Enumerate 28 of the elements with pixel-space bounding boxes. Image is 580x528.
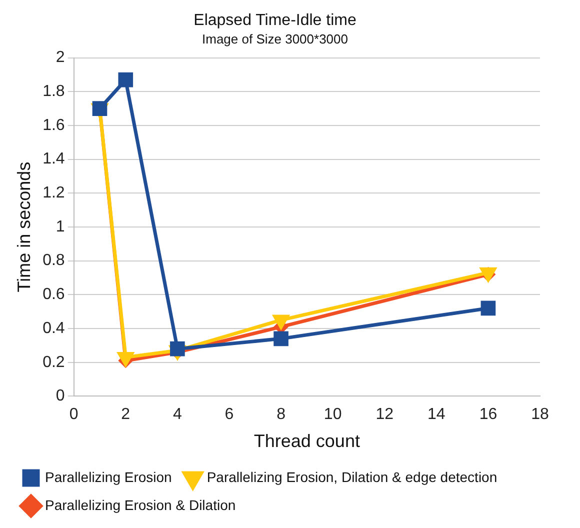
x-axis-title: Thread count [254, 431, 360, 452]
y-tick-label: 0 [56, 388, 65, 405]
x-tick-label: 0 [69, 406, 78, 424]
y-tick-label: 1.2 [42, 184, 65, 202]
x-tick-label: 6 [224, 406, 234, 424]
x-tick-label: 18 [531, 406, 549, 424]
chart-subtitle: Image of Size 3000*3000 [202, 32, 348, 47]
x-tick-label: 14 [428, 406, 446, 424]
y-tick-label: 0.8 [42, 252, 65, 270]
legend-label: Parallelizing Erosion [45, 468, 172, 485]
x-tick-label: 4 [172, 406, 182, 424]
chart-title: Elapsed Time-Idle time [194, 12, 356, 30]
x-tick-label: 12 [376, 406, 394, 424]
y-tick-label: 0.2 [42, 354, 65, 371]
y-tick-label: 0.4 [42, 320, 65, 337]
legend-label: Parallelizing Erosion, Dilation & edge detection [206, 468, 498, 485]
y-tick-label: 1.8 [42, 83, 65, 100]
x-tick-label: 2 [121, 406, 130, 424]
y-tick-label: 2 [56, 49, 65, 66]
legend-label: Parallelizing Erosion & Dilation [45, 496, 236, 513]
x-tick-label: 16 [479, 406, 498, 424]
x-tick-label: 10 [324, 406, 342, 424]
y-tick-label: 1.6 [42, 116, 65, 134]
y-tick-label: 1.4 [42, 150, 65, 168]
y-tick-label: 1 [56, 218, 65, 236]
x-tick-label: 8 [276, 406, 286, 424]
y-tick-label: 0.6 [42, 286, 65, 304]
y-axis-title: Time in seconds [14, 162, 34, 292]
